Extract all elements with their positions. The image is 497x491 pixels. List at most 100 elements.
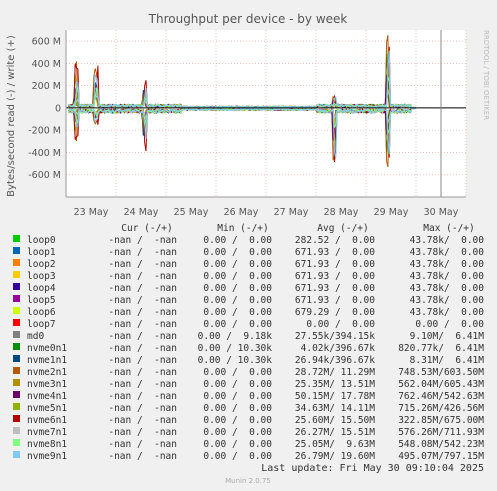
rrdtool-watermark: RRDTOOL / TOBI OETIKER [482,30,490,120]
legend-series-name: nvme9n1 [27,451,67,462]
legend-max-value: 43.78k/ 0.00 [410,259,485,270]
legend-max-value: 8.31M/ 6.41M [410,355,485,366]
legend-series-name: nvme2n1 [27,367,67,378]
legend-swatch [13,247,20,254]
legend-swatch [13,427,20,434]
legend-max-value: 43.78k/ 0.00 [410,271,485,282]
legend-series-name: nvme4n1 [27,391,67,402]
x-tick-label: 26 May [224,207,259,218]
legend-series-name: nvme6n1 [27,415,67,426]
legend-series-name: nvme5n1 [27,403,67,414]
x-tick-label: 25 May [174,207,209,218]
legend-series-name: nvme0n1 [27,343,67,354]
legend-cur-value: -nan / -nan [108,271,177,282]
legend-swatch [13,391,20,398]
y-tick-label: 200 M [32,81,61,92]
legend-swatch [13,439,20,446]
legend-max-value: 562.04M/605.43M [398,379,484,390]
legend-min-value: 0.00 / 0.00 [203,379,272,390]
legend-max-value: 0.00 / 0.00 [415,319,484,330]
legend-series-name: loop7 [27,319,56,330]
legend-series-name: loop5 [27,295,56,306]
y-tick-label: 400 M [32,59,61,70]
y-tick-label: 0 [55,103,61,114]
last-update: Last update: Fri May 30 09:10:04 2025 [261,463,484,474]
legend-min-value: 0.00 / 0.00 [203,415,272,426]
legend-min-value: 0.00 / 0.00 [203,391,272,402]
legend-min-value: 0.00 / 0.00 [203,247,272,258]
legend-avg-value: 25.35M/ 13.51M [295,379,375,390]
legend-min-value: 0.00 / 0.00 [203,259,272,270]
legend-series-name: nvme8n1 [27,439,67,450]
legend-series-name: nvme7n1 [27,427,67,438]
legend-max-value: 9.10M/ 6.41M [410,331,485,342]
legend-swatch [13,343,20,350]
y-tick-label: -200 M [28,126,61,137]
legend-series-name: loop2 [27,259,56,270]
legend-min-value: 0.00 / 0.00 [203,295,272,306]
legend-avg-value: 4.02k/396.67k [301,343,376,354]
legend-cur-value: -nan / -nan [108,391,177,402]
series-line-read [68,107,417,159]
legend-swatch [13,331,20,338]
legend-min-value: 0.00 / 0.00 [203,403,272,414]
legend-cur-value: -nan / -nan [108,235,177,246]
legend-avg-value: 671.93 / 0.00 [295,295,375,306]
legend-min-value: 0.00 / 9.18k [198,331,273,342]
legend-min-value: 0.00 / 0.00 [203,319,272,330]
series-line-write [68,50,417,109]
series-line-read [68,107,417,134]
legend-series-name: nvme3n1 [27,379,67,390]
legend-avg-value: 671.93 / 0.00 [295,271,375,282]
y-axis-label: Bytes/second read (-) / write (+) [6,35,17,197]
x-tick-label: 29 May [374,207,409,218]
legend-max-value: 548.08M/542.23M [398,439,484,450]
legend-avg-value: 50.15M/ 17.78M [295,391,375,402]
legend-swatch [13,295,20,302]
legend-swatch [13,379,20,386]
legend-swatch [13,415,20,422]
legend-swatch [13,283,20,290]
legend-avg-value: 282.52 / 0.00 [295,235,375,246]
legend-min-value: 0.00 / 0.00 [203,307,272,318]
legend-avg-value: 34.63M/ 14.11M [295,403,375,414]
legend-series-name: loop0 [27,235,56,246]
legend-cur-value: -nan / -nan [108,319,177,330]
legend-avg-value: 26.79M/ 19.60M [295,451,375,462]
legend-cur-value: -nan / -nan [108,451,177,462]
x-tick-label: 24 May [124,207,159,218]
legend-min-value: 0.00 / 0.00 [203,271,272,282]
legend-max-value: 43.78k/ 0.00 [410,295,485,306]
legend-avg-value: 25.60M/ 15.50M [295,415,375,426]
legend-avg-value: 28.72M/ 11.29M [295,367,375,378]
legend-min-value: 0.00 / 0.00 [203,283,272,294]
legend-avg-value: 0.00 / 0.00 [306,319,375,330]
legend-swatch [13,355,20,362]
legend-avg-value: 671.93 / 0.00 [295,283,375,294]
legend-cur-value: -nan / -nan [108,295,177,306]
legend-max-value: 748.53M/603.50M [398,367,484,378]
legend-max-value: 715.26M/426.56M [398,403,484,414]
legend-cur-value: -nan / -nan [108,427,177,438]
y-tick-label: -400 M [28,148,61,159]
legend-cur-value: -nan / -nan [108,283,177,294]
legend-header-min: Min (-/+) [217,223,268,234]
legend-min-value: 0.00 / 10.30k [198,343,273,354]
legend-cur-value: -nan / -nan [108,355,177,366]
legend-min-value: 0.00 / 10.30k [198,355,273,366]
legend-max-value: 43.78k/ 0.00 [410,283,485,294]
legend-swatch [13,271,20,278]
legend-min-value: 0.00 / 0.00 [203,235,272,246]
legend-min-value: 0.00 / 0.00 [203,439,272,450]
legend-avg-value: 26.94k/396.67k [295,355,375,366]
y-tick-label: -600 M [28,170,61,181]
legend-series-name: loop4 [27,283,56,294]
legend-avg-value: 679.29 / 0.00 [295,307,375,318]
legend-avg-value: 671.93 / 0.00 [295,259,375,270]
legend-series-name: loop6 [27,307,56,318]
legend-series-name: md0 [27,331,44,342]
legend-cur-value: -nan / -nan [108,367,177,378]
legend-series-name: loop3 [27,271,56,282]
legend-cur-value: -nan / -nan [108,415,177,426]
